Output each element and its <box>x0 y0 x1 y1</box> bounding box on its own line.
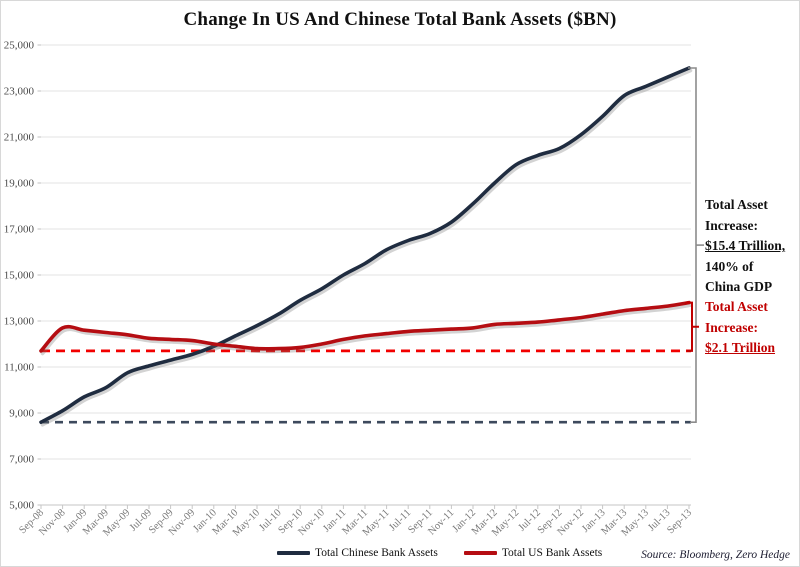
legend-line-swatch <box>463 551 497 555</box>
y-axis-label: 7,000 <box>9 454 34 466</box>
annotation-line: Increase: <box>705 217 758 233</box>
series-shadow <box>40 303 693 356</box>
annotation-line: China GDP <box>705 279 773 294</box>
us-bracket <box>685 301 693 352</box>
y-axis-label: 21,000 <box>4 132 35 144</box>
y-axis-label: 15,000 <box>4 270 35 282</box>
y-axis-label: 23,000 <box>4 86 35 98</box>
y-axis-label: 25,000 <box>4 40 35 52</box>
gridlines: 25,000 23,000 21,000 19,000 17,000 15,000 13,0… <box>4 40 691 512</box>
y-axis-label: 9,000 <box>9 408 34 420</box>
source-credit: Source: Bloomberg, Zero Hedge <box>641 549 790 561</box>
china-bracket <box>688 67 697 423</box>
us-total-asset-increase-annotation: Total Asset Increase: $2.1 Trillion <box>705 297 799 359</box>
annotation-line: $2.1 Trillion <box>705 340 776 355</box>
china-total-asset-increase-annotation: Total Asset Increase: $15.4 Trillion, 140% … <box>705 195 799 298</box>
chart-title: Change In US And Chinese Total Bank Asse… <box>183 9 617 30</box>
series-shadow <box>40 68 693 427</box>
legend-item: Total US Bank Assets <box>463 547 603 559</box>
x-axis: Sep-08Nov-08Jan-09Mar-09May-09Jul-09Sep-… <box>17 504 694 539</box>
annotation-line: Total Asset <box>705 197 768 212</box>
y-axis-label: 11,000 <box>4 362 34 374</box>
annotation-line: Total Asset <box>705 299 768 314</box>
x-axis-label: Sep-13 <box>665 507 694 536</box>
chart-legend: Total Chinese Bank Assets Total US Bank A… <box>277 547 602 559</box>
series-line-china <box>39 66 691 424</box>
y-axis-label: 5,000 <box>9 500 34 512</box>
legend-label: Total Chinese Bank Assets <box>315 547 438 559</box>
legend-line-swatch <box>277 551 310 555</box>
series-line-us <box>39 300 691 353</box>
legend-label: Total US Bank Assets <box>501 547 603 559</box>
y-axis-label: 13,000 <box>4 316 35 328</box>
annotation-line: $15.4 Trillion, <box>705 238 786 253</box>
annotation-line: 140% of <box>705 258 754 274</box>
y-axis-label: 19,000 <box>4 178 35 190</box>
y-axis-label: 17,000 <box>4 224 35 236</box>
annotation-line: Increase: <box>705 319 758 335</box>
legend-item: Total Chinese Bank Assets <box>277 547 438 559</box>
